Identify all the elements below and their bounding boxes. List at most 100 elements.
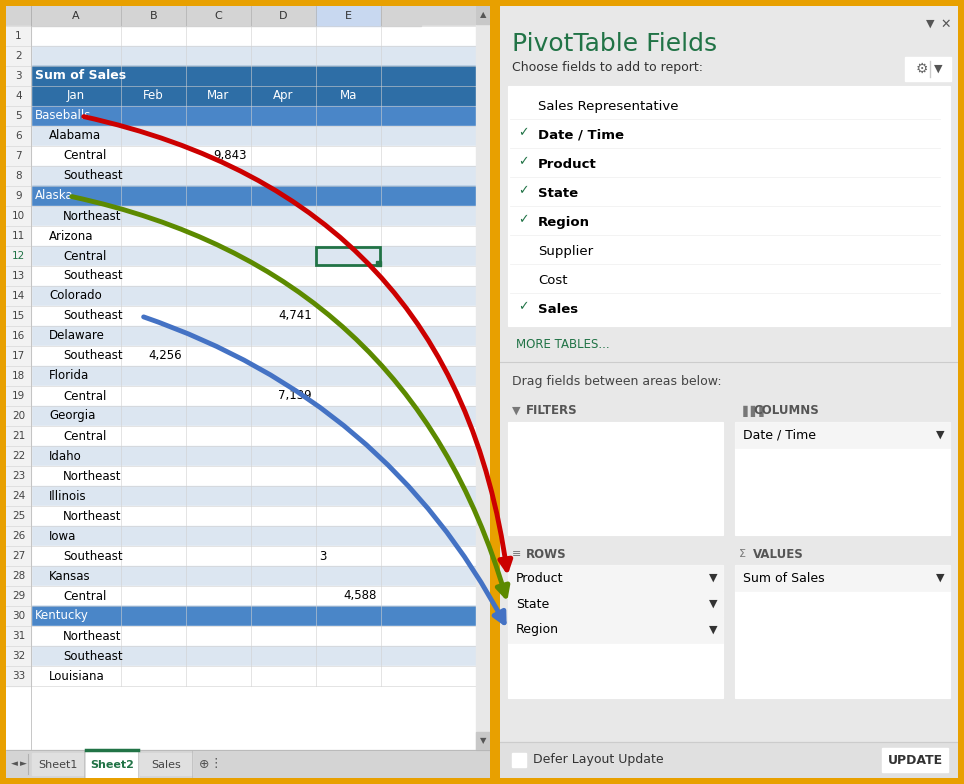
Text: Southeast: Southeast	[63, 550, 122, 562]
Text: ►: ►	[19, 760, 26, 768]
Text: Central: Central	[63, 430, 106, 442]
Text: Southeast: Southeast	[63, 649, 122, 662]
Text: 27: 27	[12, 551, 25, 561]
Bar	[6, 146, 476, 166]
Bar	[6, 626, 31, 646]
Bar	[6, 166, 31, 186]
Bar	[508, 565, 723, 591]
Bar	[6, 506, 476, 526]
Text: ▼: ▼	[512, 406, 521, 416]
Bar	[316, 6, 381, 26]
Text: ✓: ✓	[518, 184, 528, 198]
Text: 9: 9	[15, 191, 22, 201]
Bar	[6, 426, 476, 446]
Bar	[735, 422, 950, 448]
Text: ▼: ▼	[925, 19, 934, 29]
Bar	[381, 6, 421, 26]
Text: Southeast: Southeast	[63, 169, 122, 183]
Bar	[6, 446, 476, 466]
Text: 29: 29	[12, 591, 25, 601]
Text: E: E	[345, 11, 352, 21]
Text: Kansas: Kansas	[49, 569, 91, 583]
Bar	[6, 426, 31, 446]
Text: C: C	[215, 11, 223, 21]
Bar	[6, 126, 476, 146]
Bar	[516, 184, 530, 198]
Text: Southeast: Southeast	[63, 350, 122, 362]
Text: 10: 10	[12, 211, 25, 221]
Bar	[6, 306, 476, 326]
Text: Region: Region	[538, 216, 590, 229]
Bar	[6, 386, 31, 406]
Bar	[508, 86, 950, 326]
Text: Northeast: Northeast	[63, 630, 121, 643]
Bar	[6, 366, 31, 386]
Bar	[6, 466, 31, 486]
Bar	[882, 748, 948, 772]
Text: ▼: ▼	[936, 573, 945, 583]
Bar	[6, 266, 476, 286]
Bar	[6, 306, 31, 326]
Text: Sheet2: Sheet2	[90, 760, 134, 770]
Text: 3: 3	[15, 71, 22, 81]
Bar	[6, 126, 31, 146]
Text: Product: Product	[538, 158, 597, 171]
Text: 11: 11	[12, 231, 25, 241]
Text: 6: 6	[15, 131, 22, 141]
Text: 32: 32	[12, 651, 25, 661]
Text: ▼: ▼	[934, 64, 942, 74]
Bar	[6, 566, 31, 586]
Text: Baseballs: Baseballs	[35, 110, 92, 122]
Text: Central: Central	[63, 390, 106, 402]
Bar	[733, 543, 952, 698]
Bar	[6, 446, 31, 466]
Text: Delaware: Delaware	[49, 329, 105, 343]
Bar	[6, 266, 31, 286]
Text: 5: 5	[15, 111, 22, 121]
Bar	[508, 591, 723, 617]
Bar	[6, 226, 31, 246]
Bar	[516, 213, 530, 227]
Text: 25: 25	[12, 511, 25, 521]
Bar	[6, 246, 31, 266]
Bar	[376, 261, 381, 266]
Bar	[476, 6, 490, 24]
Text: 30: 30	[12, 611, 25, 621]
Bar	[6, 526, 476, 546]
Bar	[6, 106, 31, 126]
Text: 4: 4	[15, 91, 22, 101]
Text: 2: 2	[15, 51, 22, 61]
Text: 18: 18	[12, 371, 25, 381]
Text: ROWS: ROWS	[526, 547, 567, 561]
Bar	[6, 386, 476, 406]
Bar	[735, 565, 950, 698]
Text: ◄: ◄	[11, 760, 17, 768]
Text: Idaho: Idaho	[49, 449, 82, 463]
Bar	[6, 506, 31, 526]
Text: Colorado: Colorado	[49, 289, 102, 303]
Text: 9,843: 9,843	[213, 150, 247, 162]
Text: Mar: Mar	[207, 89, 229, 103]
Bar	[735, 422, 950, 535]
Text: Σ: Σ	[739, 549, 746, 559]
Text: Defer Layout Update: Defer Layout Update	[533, 753, 663, 767]
Text: 21: 21	[12, 431, 25, 441]
Bar	[251, 6, 316, 26]
Text: 20: 20	[12, 411, 25, 421]
Text: Kentucky: Kentucky	[35, 609, 89, 622]
Text: Illinois: Illinois	[49, 489, 87, 503]
Bar	[516, 300, 530, 314]
Bar	[506, 400, 725, 535]
Bar	[476, 732, 490, 750]
Text: 7,139: 7,139	[279, 390, 312, 402]
Bar	[86, 750, 138, 778]
Bar	[6, 6, 490, 26]
Bar	[6, 546, 31, 566]
Text: 26: 26	[12, 531, 25, 541]
Bar	[6, 86, 476, 106]
Text: Iowa: Iowa	[49, 529, 76, 543]
Text: Ma: Ma	[340, 89, 358, 103]
Text: ✓: ✓	[518, 126, 528, 140]
Text: 31: 31	[12, 631, 25, 641]
Text: ≡: ≡	[512, 549, 522, 559]
